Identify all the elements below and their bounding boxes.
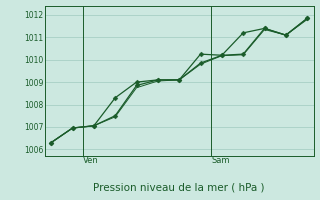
Text: Pression niveau de la mer ( hPa ): Pression niveau de la mer ( hPa ) xyxy=(93,183,265,193)
Text: Sam: Sam xyxy=(211,156,230,165)
Text: Ven: Ven xyxy=(83,156,99,165)
